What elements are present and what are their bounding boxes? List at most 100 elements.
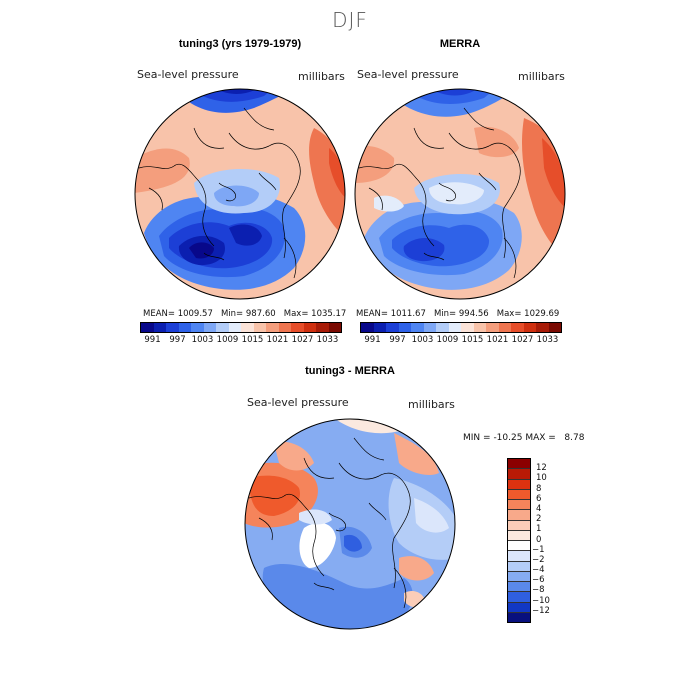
colorbar-tick-label: 1027 xyxy=(291,335,314,345)
colorbar-level-label: 0 xyxy=(536,534,542,545)
stats-tuning3: MEAN= 1009.57 Min= 987.60 Max= 1035.17 xyxy=(143,309,347,319)
colorbar-tick-label: 1027 xyxy=(511,335,534,345)
colorbar-swatch xyxy=(253,323,266,332)
map-diff xyxy=(244,418,456,630)
colorbar-swatch xyxy=(508,561,530,572)
colorbar-ticks-tuning3: 991 997 1003 1009 1015 1021 1027 1033 xyxy=(140,335,340,347)
colorbar-level-label: −12 xyxy=(532,605,550,616)
colorbar-swatch xyxy=(508,602,530,613)
colorbar-level-label: −4 xyxy=(532,565,545,576)
colorbar-swatch xyxy=(241,323,254,332)
colorbar-swatch xyxy=(436,323,449,332)
variable-label-diff: Sea-level pressure xyxy=(247,396,349,409)
colorbar-swatch xyxy=(548,323,561,332)
colorbar-level-label: −2 xyxy=(532,554,545,565)
colorbar-level-label: 2 xyxy=(536,514,542,525)
colorbar-ticks-merra: 991 997 1003 1009 1015 1021 1027 1033 xyxy=(360,335,560,347)
colorbar-level-label: 4 xyxy=(536,503,542,514)
colorbar-swatch xyxy=(291,323,304,332)
colorbar-swatch xyxy=(191,323,204,332)
map-tuning3 xyxy=(134,88,346,300)
colorbar-tick-label: 1033 xyxy=(536,335,559,345)
colorbar-tick-label: 1021 xyxy=(266,335,289,345)
units-label-tuning3: millibars xyxy=(298,70,345,83)
map-merra xyxy=(354,88,566,300)
colorbar-swatch xyxy=(178,323,191,332)
panel-title-tuning3: tuning3 (yrs 1979-1979) xyxy=(178,38,302,50)
colorbar-swatch xyxy=(448,323,461,332)
colorbar-tick-label: 1015 xyxy=(461,335,484,345)
colorbar-swatch xyxy=(423,323,436,332)
colorbar-tick-label: 1003 xyxy=(411,335,434,345)
colorbar-tick-label: 997 xyxy=(169,335,186,345)
colorbar-swatch xyxy=(166,323,179,332)
colorbar-swatch xyxy=(486,323,499,332)
colorbar-level-label: 12 xyxy=(536,463,547,474)
colorbar-level-label: 8 xyxy=(536,483,542,494)
panel-title-diff: tuning3 - MERRA xyxy=(305,365,395,377)
colorbar-swatch xyxy=(141,323,154,332)
colorbar-swatch xyxy=(473,323,486,332)
colorbar-swatch xyxy=(508,459,530,470)
colorbar-tuning3 xyxy=(140,322,342,333)
colorbar-swatch xyxy=(461,323,474,332)
colorbar-swatch xyxy=(361,323,374,332)
colorbar-swatch xyxy=(266,323,279,332)
colorbar-level-label: −8 xyxy=(532,585,545,596)
colorbar-swatch xyxy=(508,489,530,500)
colorbar-swatch xyxy=(228,323,241,332)
colorbar-swatch xyxy=(316,323,329,332)
colorbar-swatch xyxy=(536,323,549,332)
colorbar-level-label: −6 xyxy=(532,575,545,586)
colorbar-swatch xyxy=(508,530,530,541)
colorbar-tick-label: 1033 xyxy=(316,335,339,345)
colorbar-tick-label: 991 xyxy=(364,335,381,345)
colorbar-level-label: 1 xyxy=(536,524,542,535)
colorbar-swatch xyxy=(508,479,530,490)
units-label-diff: millibars xyxy=(408,398,455,411)
variable-label-tuning3: Sea-level pressure xyxy=(137,68,239,81)
colorbar-tick-label: 1015 xyxy=(241,335,264,345)
colorbar-tick-label: 1003 xyxy=(191,335,214,345)
colorbar-swatch xyxy=(373,323,386,332)
colorbar-swatch xyxy=(508,500,530,511)
colorbar-level-label: −10 xyxy=(532,595,550,606)
colorbar-level-label: −1 xyxy=(532,544,545,555)
colorbar-merra xyxy=(360,322,562,333)
colorbar-swatch xyxy=(278,323,291,332)
colorbar-swatch xyxy=(411,323,424,332)
colorbar-swatch xyxy=(508,551,530,562)
colorbar-swatch xyxy=(398,323,411,332)
colorbar-tick-label: 1009 xyxy=(216,335,239,345)
colorbar-swatch xyxy=(508,469,530,480)
colorbar-swatch xyxy=(216,323,229,332)
variable-label-merra: Sea-level pressure xyxy=(357,68,459,81)
colorbar-labels-diff: 12 10 8 6 4 2 1 0 −1 −2 −4 −6 −8 −10 −12 xyxy=(532,458,566,621)
stats-diff: MIN = -10.25 MAX = 8.78 xyxy=(463,433,585,443)
stats-merra: MEAN= 1011.67 Min= 994.56 Max= 1029.69 xyxy=(356,309,560,319)
colorbar-swatch xyxy=(508,541,530,552)
colorbar-swatch xyxy=(508,571,530,582)
colorbar-swatch xyxy=(508,582,530,593)
colorbar-swatch xyxy=(328,323,341,332)
colorbar-swatch xyxy=(303,323,316,332)
colorbar-swatch xyxy=(498,323,511,332)
colorbar-diff xyxy=(507,458,531,623)
colorbar-tick-label: 991 xyxy=(144,335,161,345)
colorbar-level-label: 10 xyxy=(536,473,547,484)
units-label-merra: millibars xyxy=(518,70,565,83)
colorbar-tick-label: 1021 xyxy=(486,335,509,345)
colorbar-tick-label: 1009 xyxy=(436,335,459,345)
colorbar-swatch xyxy=(153,323,166,332)
colorbar-swatch xyxy=(511,323,524,332)
colorbar-level-label: 6 xyxy=(536,493,542,504)
colorbar-swatch xyxy=(508,510,530,521)
colorbar-swatch xyxy=(508,612,530,622)
colorbar-tick-label: 997 xyxy=(389,335,406,345)
colorbar-swatch xyxy=(508,520,530,531)
colorbar-swatch xyxy=(203,323,216,332)
panel-title-merra: MERRA xyxy=(439,38,481,50)
colorbar-swatch xyxy=(386,323,399,332)
colorbar-swatch xyxy=(508,592,530,603)
figure-title: DJF xyxy=(332,8,368,32)
